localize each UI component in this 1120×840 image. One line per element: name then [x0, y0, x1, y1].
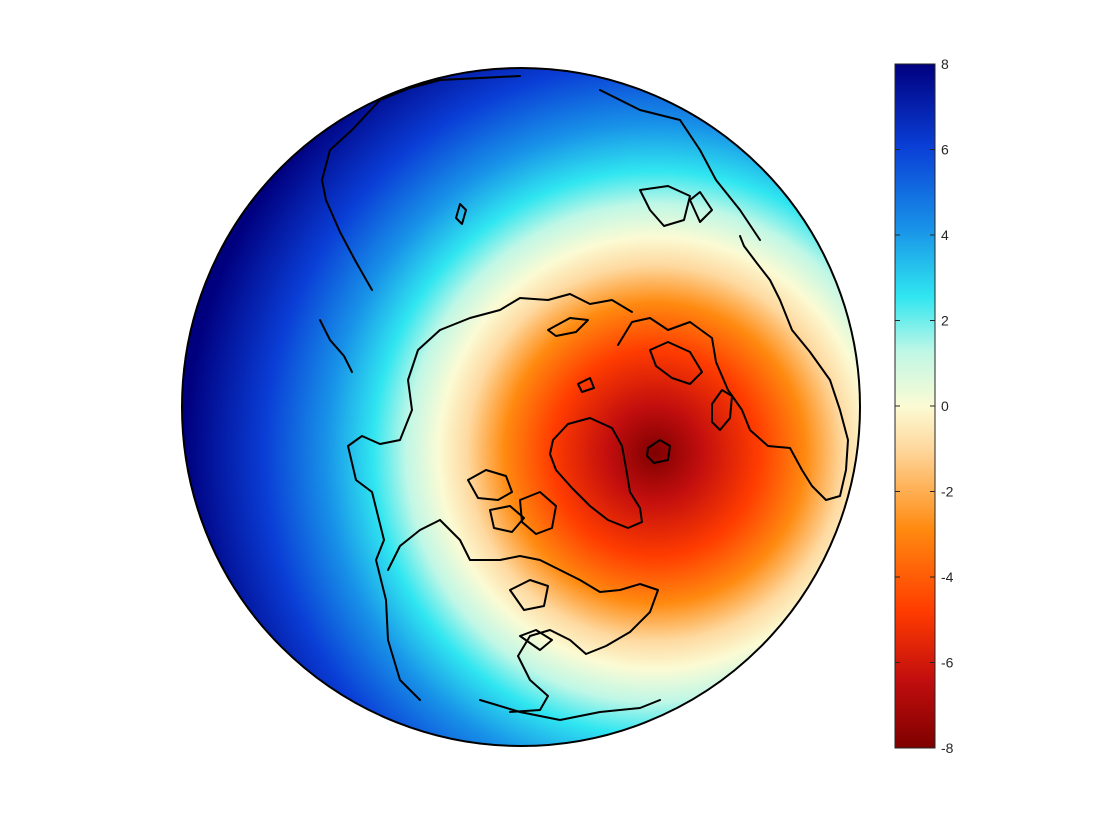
coastline-east-asia	[321, 75, 521, 181]
coastline-kamchatka	[321, 179, 373, 291]
coastline-greenland	[549, 417, 643, 529]
coastline-novaya-zemlya	[547, 317, 589, 337]
coastline-middle-east	[599, 89, 761, 241]
colorbar-tick-label: -2	[941, 484, 954, 500]
coastline-alaska	[387, 519, 441, 571]
coastline-arctic-islands	[467, 469, 513, 501]
globe-outline	[181, 67, 861, 747]
globe	[181, 67, 861, 747]
colorbar-tick-label: 6	[941, 142, 949, 158]
coastline-north-america	[439, 519, 659, 713]
coastline-ellesmere	[489, 505, 525, 533]
coastline-baffin	[519, 491, 557, 535]
coastline-russia-arctic	[439, 293, 633, 331]
coastline-central-america	[479, 699, 661, 721]
coastline-great-lakes	[519, 629, 553, 651]
coastline-asia	[347, 329, 441, 701]
coastline-caspian	[455, 203, 467, 225]
coastline-iceland	[646, 439, 671, 464]
coastline-japan	[319, 319, 353, 373]
coastline-britain	[711, 389, 733, 431]
coastline-mediterranean	[689, 191, 713, 223]
colorbar: 8 6 4 2 0 -2 -4 -6 -8	[894, 56, 954, 756]
colorbar-tick-label: 0	[941, 398, 949, 414]
colorbar-tick-label: 2	[941, 313, 949, 329]
coastline-baltic	[649, 341, 703, 385]
colorbar-ticks: 8 6 4 2 0 -2 -4 -6 -8	[895, 56, 954, 756]
coastline-severnaya	[577, 377, 595, 393]
coastline-hudson-bay	[509, 579, 549, 611]
colorbar-tick-label: -6	[941, 655, 954, 671]
coastline-arabia	[639, 185, 691, 227]
coastline-europe	[617, 235, 849, 501]
globe-field	[182, 68, 860, 746]
colorbar-tick-label: 8	[941, 56, 949, 72]
colorbar-tick-label: -8	[941, 740, 954, 756]
coastlines	[319, 75, 849, 721]
colorbar-ramp	[895, 64, 935, 748]
colorbar-tick-label: 4	[941, 227, 949, 243]
colorbar-tick-label: -4	[941, 569, 954, 585]
